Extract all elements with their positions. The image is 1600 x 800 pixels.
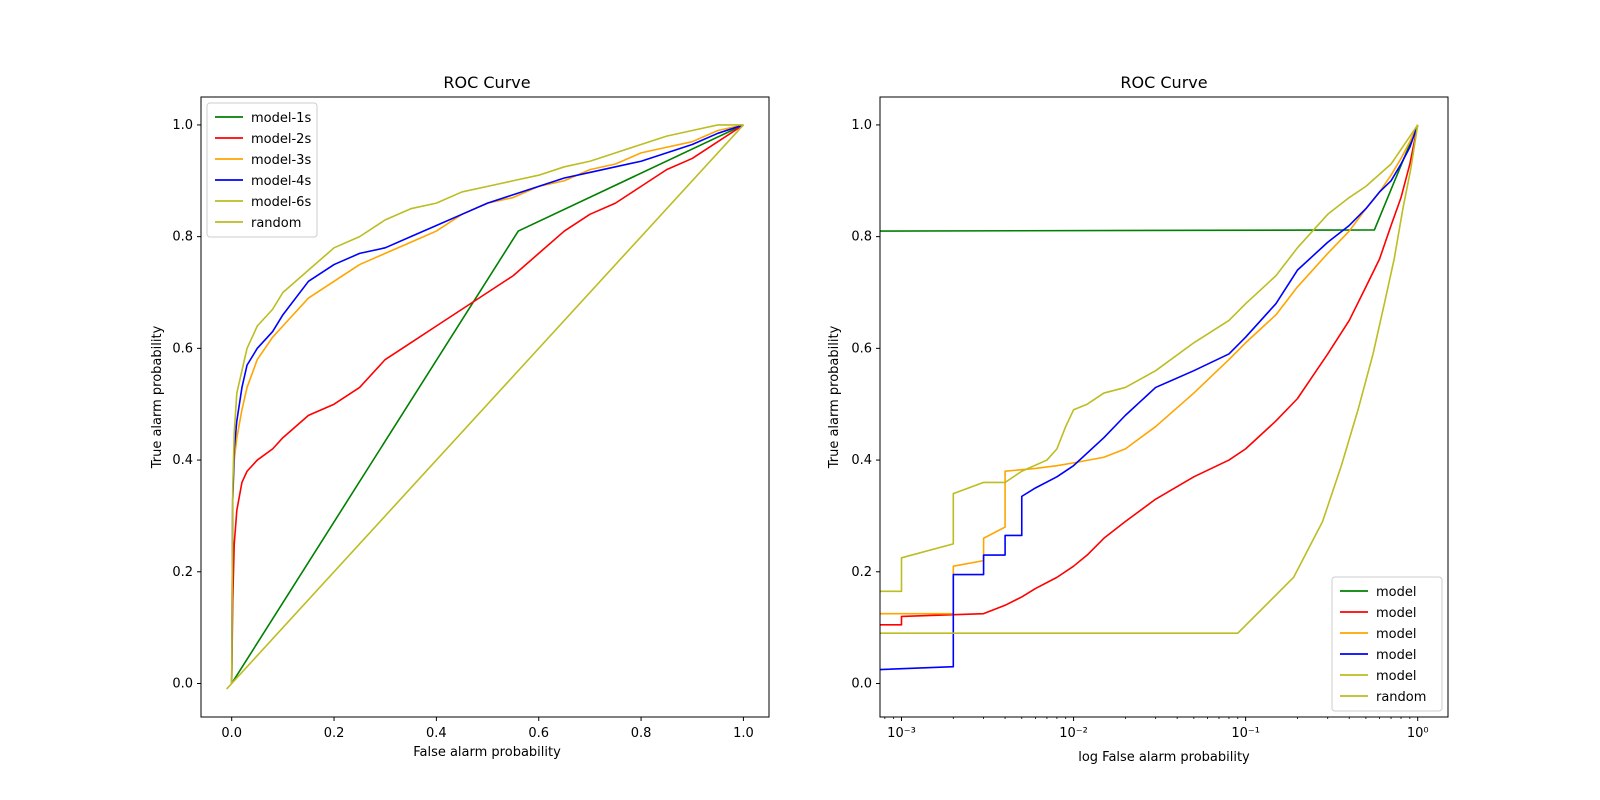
series-line-model — [880, 124, 1419, 671]
y-tick-label: 0.2 — [172, 565, 193, 580]
x-tick-label: 10⁻¹ — [1231, 726, 1260, 741]
series-line-model-4s — [230, 124, 744, 684]
legend-label: model-2s — [251, 132, 311, 147]
legend-label: model-3s — [251, 153, 311, 168]
legend-label: model — [1376, 606, 1416, 621]
x-tick-label: 10⁰ — [1407, 726, 1429, 741]
legend-label: model — [1376, 585, 1416, 600]
series-line-model-3s — [230, 124, 744, 684]
x-tick-label: 10⁻³ — [887, 726, 916, 741]
legend-label: model — [1376, 648, 1416, 663]
right-y-axis-label: True alarm probability — [827, 325, 842, 469]
y-tick-label: 1.0 — [851, 118, 872, 133]
y-tick-label: 0.4 — [851, 453, 872, 468]
legend-box — [206, 102, 318, 238]
y-tick-label: 1.0 — [172, 118, 193, 133]
left-x-axis-label: False alarm probability — [413, 745, 561, 760]
y-tick-label: 0.4 — [172, 453, 193, 468]
legend-label: model — [1376, 669, 1416, 684]
legend-label: model-4s — [251, 174, 311, 189]
right-series-lines — [880, 124, 1419, 671]
left-legend: model-1s model-2s model-3s model-4s model-6s… — [206, 102, 318, 238]
series-line-model-6s — [230, 124, 744, 684]
series-line-model-2s — [230, 124, 744, 684]
x-tick-label: 1.0 — [733, 726, 754, 741]
legend-box — [1331, 576, 1443, 712]
legend-label: model-6s — [251, 195, 311, 210]
right-chart: ROC Curve log False alarm probability Tr… — [827, 73, 1449, 765]
left-series-lines — [226, 124, 744, 690]
legend-label: model-1s — [251, 111, 311, 126]
right-chart-title: ROC Curve — [1120, 73, 1207, 92]
left-chart: ROC Curve False alarm probability True a… — [150, 73, 770, 760]
series-line-model-1s — [231, 124, 744, 684]
y-tick-label: 0.8 — [851, 230, 872, 245]
legend-label: random — [251, 216, 301, 231]
left-axis-ticks: 0.0 0.2 0.4 0.6 0.8 1.0 0.0 0.2 0.4 0.6 0.8 1.0 — [172, 118, 753, 741]
x-tick-label: 10⁻² — [1059, 726, 1088, 741]
left-chart-title: ROC Curve — [443, 73, 530, 92]
y-tick-label: 0.2 — [851, 565, 872, 580]
legend-label: random — [1376, 690, 1426, 705]
x-tick-label: 0.2 — [324, 726, 345, 741]
x-tick-label: 0.6 — [528, 726, 549, 741]
legend-label: model — [1376, 627, 1416, 642]
right-x-axis-label: log False alarm probability — [1078, 750, 1250, 765]
left-plot-frame — [200, 96, 770, 718]
y-tick-label: 0.6 — [172, 341, 193, 356]
y-tick-label: 0.0 — [851, 676, 872, 691]
left-y-axis-label: True alarm probability — [150, 325, 165, 469]
y-tick-label: 0.8 — [172, 230, 193, 245]
series-line-random — [226, 124, 744, 690]
right-plot-frame — [879, 96, 1449, 718]
series-line-random — [880, 124, 1419, 635]
right-axis-ticks: 10⁻³ 10⁻² 10⁻¹ 10⁰ 0.0 0.2 0.4 0.6 0.8 1.0 — [851, 118, 1428, 741]
right-legend: model model model model model random — [1331, 576, 1443, 712]
series-line-model — [880, 124, 1419, 593]
x-tick-label: 0.8 — [631, 726, 652, 741]
y-tick-label: 0.6 — [851, 341, 872, 356]
y-tick-label: 0.0 — [172, 676, 193, 691]
x-tick-label: 0.4 — [426, 726, 447, 741]
x-tick-label: 0.0 — [221, 726, 242, 741]
series-line-model — [880, 124, 1419, 626]
